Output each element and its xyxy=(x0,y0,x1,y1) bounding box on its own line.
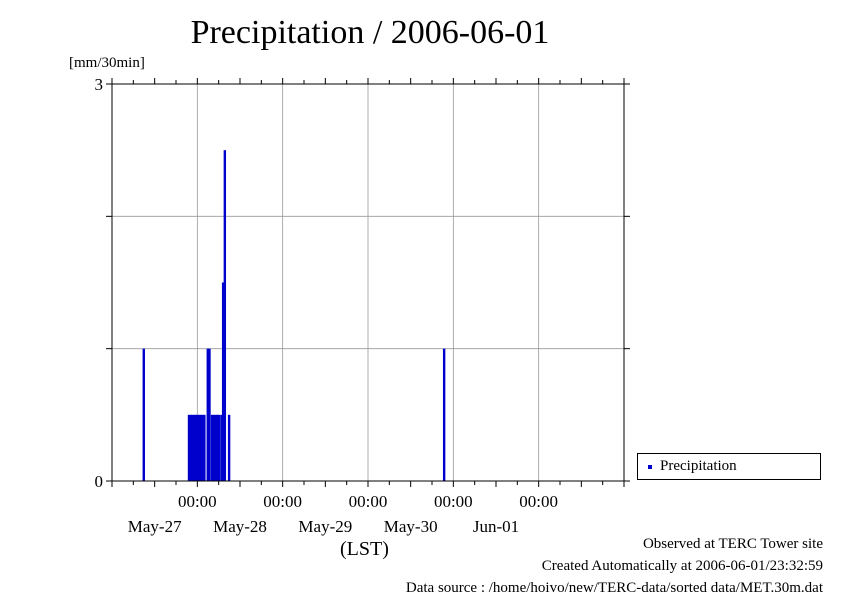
x-tick-date-label: May-30 xyxy=(384,517,438,536)
precipitation-bar xyxy=(215,414,219,481)
x-tick-time-label: 00:00 xyxy=(434,492,473,511)
data-source-note: Data source : /home/hoivo/new/TERC-data/… xyxy=(405,580,823,596)
legend-swatch-precipitation xyxy=(648,465,652,469)
precipitation-bar xyxy=(203,414,206,481)
y-tick-label: 3 xyxy=(95,75,104,94)
observation-site-note: Observed at TERC Tower site xyxy=(642,536,823,552)
precipitation-bar xyxy=(220,414,223,481)
precipitation-bar xyxy=(227,414,231,481)
precipitation-bar xyxy=(192,414,196,481)
precipitation-bar xyxy=(142,348,145,481)
precipitation-bar xyxy=(189,414,192,481)
x-tick-date-label: May-27 xyxy=(128,517,182,536)
axis-tick-labels: 0 3 00:00 May-27 00:00 May-28 00:00 May-29 00:00… xyxy=(95,75,559,536)
x-tick-time-label: 00:00 xyxy=(519,492,558,511)
x-tick-date-label: May-29 xyxy=(298,517,352,536)
precipitation-bar xyxy=(198,414,201,481)
creation-timestamp-note: Created Automatically at 2006-06-01/23:3… xyxy=(541,558,823,574)
x-tick-time-label: 00:00 xyxy=(263,492,302,511)
precipitation-bar xyxy=(199,414,203,481)
precipitation-bar xyxy=(196,414,199,481)
x-tick-date-label: Jun-01 xyxy=(473,517,519,536)
precipitation-bar xyxy=(187,414,191,481)
precipitation-bar xyxy=(194,414,198,481)
x-tick-time-label: 00:00 xyxy=(178,492,217,511)
precipitation-bar xyxy=(214,414,217,481)
grid-lines xyxy=(112,84,624,481)
axis-ticks xyxy=(106,78,630,487)
chart-title: Precipitation / 2006-06-01 xyxy=(190,14,550,51)
y-tick-label: 0 xyxy=(95,472,104,491)
x-tick-date-label: May-28 xyxy=(213,517,267,536)
x-axis-title: (LST) xyxy=(340,538,389,560)
y-axis-unit-label: [mm/30min] xyxy=(69,55,145,71)
precipitation-bars xyxy=(142,150,446,481)
legend-label-precipitation: Precipitation xyxy=(660,458,737,474)
precipitation-bar xyxy=(201,414,204,481)
precipitation-bar xyxy=(206,348,209,481)
precipitation-bar xyxy=(210,414,214,481)
precipitation-bar xyxy=(217,414,221,481)
precipitation-bar xyxy=(191,414,194,481)
precipitation-bar xyxy=(212,414,215,481)
precipitation-bar xyxy=(442,348,446,481)
precipitation-bar xyxy=(221,282,225,481)
precipitation-bar xyxy=(223,150,227,481)
legend: Precipitation xyxy=(637,453,821,480)
x-tick-time-label: 00:00 xyxy=(349,492,388,511)
precipitation-bar xyxy=(208,348,211,481)
